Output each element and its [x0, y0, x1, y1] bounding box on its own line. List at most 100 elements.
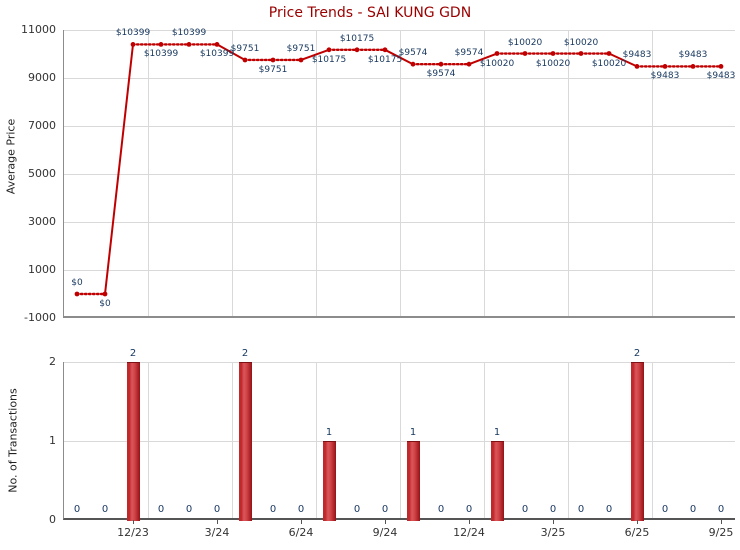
transaction-zero-label: 0 — [297, 504, 305, 515]
x-axis-tick-label: 6/25 — [624, 526, 650, 539]
price-data-point[interactable] — [298, 57, 304, 63]
transaction-zero-label: 0 — [353, 504, 361, 515]
price-point-label: $9483 — [622, 50, 652, 61]
price-line-segment — [608, 52, 638, 68]
transaction-bar-label: 2 — [633, 348, 641, 359]
price-data-point[interactable] — [718, 64, 724, 69]
price-line-segment — [216, 43, 246, 61]
price-y-tick: 7000 — [28, 119, 56, 132]
gridline — [568, 362, 569, 518]
price-point-label: $9483 — [678, 50, 708, 61]
gridline — [64, 362, 735, 363]
price-data-point[interactable] — [214, 42, 220, 47]
x-axis-tick-mark — [217, 520, 218, 524]
transaction-zero-label: 0 — [661, 504, 669, 515]
price-point-label: $10175 — [367, 54, 403, 65]
price-y-tick: 1000 — [28, 263, 56, 276]
gridline — [316, 362, 317, 518]
transaction-zero-label: 0 — [185, 504, 193, 515]
gridline — [316, 30, 317, 316]
transaction-bar[interactable] — [406, 441, 420, 521]
transactions-y-tick: 1 — [49, 434, 56, 447]
transaction-zero-label: 0 — [101, 504, 109, 515]
x-axis-tick-mark — [469, 520, 470, 524]
price-data-point[interactable] — [494, 51, 500, 56]
transaction-zero-label: 0 — [437, 504, 445, 515]
price-data-point[interactable] — [74, 291, 80, 297]
gridline — [64, 174, 735, 175]
transaction-zero-label: 0 — [577, 504, 585, 515]
price-line-segment — [384, 48, 414, 66]
transaction-zero-label: 0 — [717, 504, 725, 515]
price-data-point[interactable] — [438, 61, 444, 67]
price-data-point[interactable] — [550, 51, 556, 56]
price-plot-area — [63, 30, 735, 318]
gridline — [64, 126, 735, 127]
transaction-zero-label: 0 — [213, 504, 221, 515]
x-axis-tick-label: 9/24 — [372, 526, 398, 539]
x-axis-tick-label: 6/24 — [288, 526, 314, 539]
transaction-bar[interactable] — [490, 441, 504, 521]
transaction-zero-label: 0 — [605, 504, 613, 515]
price-data-point[interactable] — [242, 57, 248, 63]
price-point-label: $10020 — [563, 37, 599, 48]
transaction-zero-label: 0 — [73, 504, 81, 515]
x-axis-tick-label: 9/25 — [708, 526, 734, 539]
price-line-segment — [300, 48, 330, 61]
price-point-label: $10020 — [507, 37, 543, 48]
price-data-point[interactable] — [158, 42, 164, 47]
gridline — [568, 30, 569, 316]
price-y-tick: 5000 — [28, 167, 56, 180]
price-y-tick: 11000 — [21, 23, 56, 36]
gridline — [232, 30, 233, 316]
price-point-label: $9574 — [426, 69, 456, 80]
transaction-bar-label: 2 — [129, 348, 137, 359]
price-data-point[interactable] — [354, 47, 360, 53]
transaction-zero-label: 0 — [689, 504, 697, 515]
gridline — [64, 78, 735, 79]
gridline — [148, 30, 149, 316]
price-data-point[interactable] — [522, 51, 528, 56]
price-y-tick: -1000 — [24, 311, 56, 324]
x-axis-tick-mark — [133, 520, 134, 524]
price-y-tick: 9000 — [28, 71, 56, 84]
price-data-point[interactable] — [326, 47, 332, 53]
transaction-zero-label: 0 — [549, 504, 557, 515]
gridline — [148, 362, 149, 518]
gridline — [64, 30, 735, 31]
price-data-point[interactable] — [578, 51, 584, 56]
gridline — [232, 362, 233, 518]
transaction-bar[interactable] — [322, 441, 336, 521]
price-data-point[interactable] — [130, 42, 136, 47]
transaction-zero-label: 0 — [381, 504, 389, 515]
price-data-point[interactable] — [662, 64, 668, 69]
price-data-point[interactable] — [270, 57, 276, 63]
gridline — [400, 30, 401, 316]
gridline — [64, 222, 735, 223]
price-data-point[interactable] — [606, 51, 612, 56]
price-point-label: $10399 — [143, 49, 179, 60]
price-data-point[interactable] — [102, 291, 108, 297]
gridline — [64, 270, 735, 271]
transaction-bar-label: 2 — [241, 348, 249, 359]
transaction-bar[interactable] — [630, 362, 644, 521]
x-axis-tick-label: 3/24 — [204, 526, 230, 539]
price-point-label: $9751 — [286, 43, 316, 54]
price-point-label: $0 — [71, 278, 83, 288]
x-axis-tick-mark — [637, 520, 638, 524]
price-data-point[interactable] — [690, 64, 696, 69]
price-data-point[interactable] — [186, 42, 192, 47]
x-axis-tick-mark — [721, 520, 722, 524]
gridline — [484, 30, 485, 316]
price-point-label: $9483 — [650, 71, 680, 82]
price-point-label: $10399 — [171, 28, 207, 39]
price-data-point[interactable] — [634, 64, 640, 69]
transactions-plot-area — [63, 362, 735, 520]
price-data-point[interactable] — [382, 47, 388, 53]
transaction-bar[interactable] — [238, 362, 252, 521]
transaction-zero-label: 0 — [269, 504, 277, 515]
price-data-point[interactable] — [410, 61, 416, 67]
transaction-bar[interactable] — [126, 362, 140, 521]
price-data-point[interactable] — [466, 61, 472, 67]
